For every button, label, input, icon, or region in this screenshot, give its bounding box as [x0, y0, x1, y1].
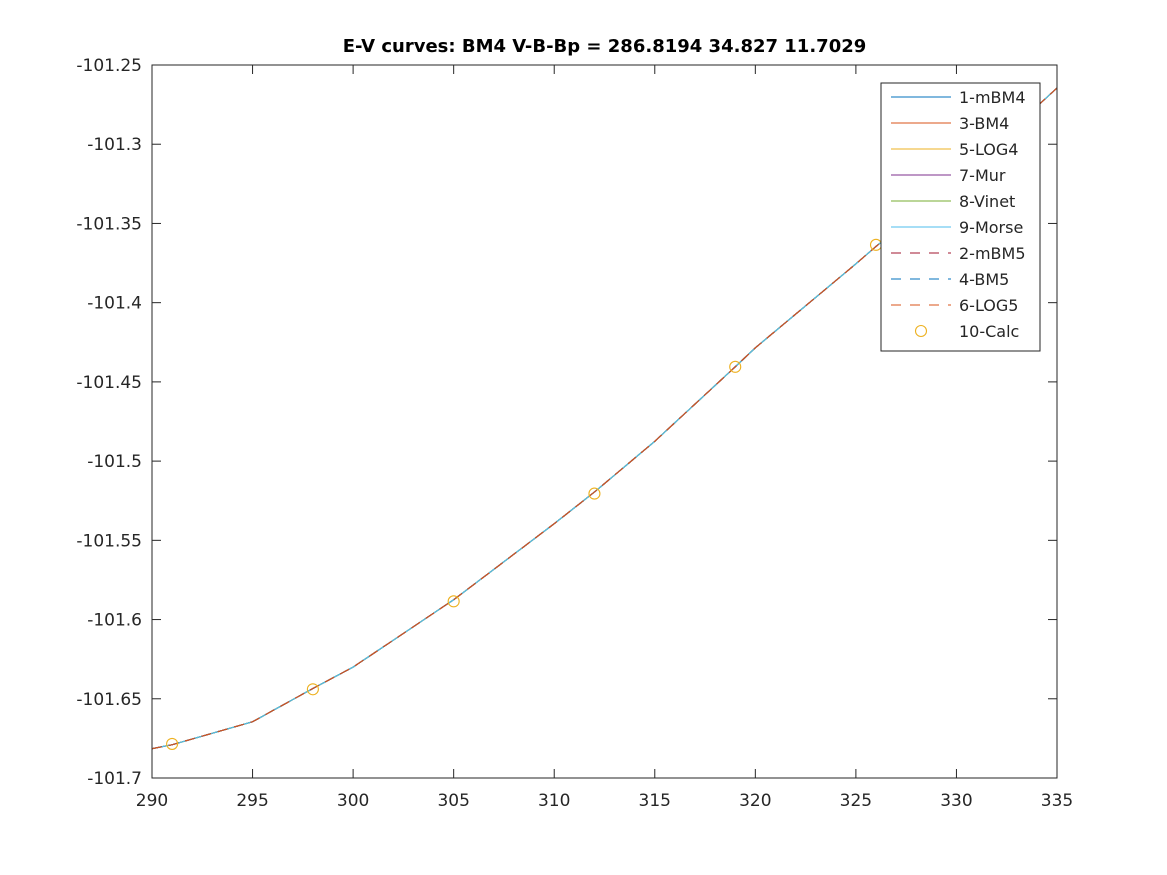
- y-tick-label: -101.55: [76, 531, 142, 551]
- legend: 1-mBM4 3-BM4 5-LOG4 7-Mur 8-Vinet 9-Morse 2-mB…: [880, 82, 1041, 352]
- calc-point: [447, 595, 460, 608]
- y-tick-label: -101.4: [87, 294, 142, 314]
- legend-label: 1-mBM4: [959, 88, 1026, 107]
- y-tick-label: -101.7: [87, 769, 142, 789]
- calc-point: [588, 487, 601, 500]
- x-tick-label: 335: [1041, 791, 1073, 811]
- calc-point: [166, 737, 179, 750]
- x-tick-label: 330: [940, 791, 972, 811]
- legend-label: 2-mBM5: [959, 244, 1026, 263]
- legend-box: [880, 82, 1041, 352]
- legend-label: 7-Mur: [959, 166, 1006, 185]
- x-tick-label: 300: [337, 791, 369, 811]
- x-tick-label: 315: [639, 791, 671, 811]
- legend-label: 4-BM5: [959, 270, 1009, 289]
- axes-box: [151, 64, 1058, 779]
- x-tick-label: 325: [840, 791, 872, 811]
- y-axis: -101.25 -101.3 -101.35 -101.4 -101.45 -101.5 -…: [76, 56, 1057, 789]
- series-line-6-LOG5: [152, 87, 1057, 750]
- x-tick-label: 295: [236, 791, 268, 811]
- y-tick-label: -101.5: [87, 452, 142, 472]
- legend-label: 6-LOG5: [959, 296, 1018, 315]
- x-tick-label: 290: [136, 791, 168, 811]
- x-tick-label: 310: [538, 791, 570, 811]
- y-tick-label: -101.65: [76, 690, 142, 710]
- y-tick-label: -101.3: [87, 135, 142, 155]
- legend-label: 8-Vinet: [959, 192, 1015, 211]
- x-tick-label: 320: [739, 791, 771, 811]
- legend-swatch-10-Calc: [914, 324, 928, 338]
- legend-label: 9-Morse: [959, 218, 1023, 237]
- x-tick-label: 305: [437, 791, 469, 811]
- legend-label: 5-LOG4: [959, 140, 1018, 159]
- y-tick-label: -101.35: [76, 214, 142, 234]
- y-tick-label: -101.6: [87, 611, 142, 631]
- y-tick-label: -101.25: [76, 56, 142, 76]
- calc-point: [306, 683, 319, 696]
- y-tick-label: -101.45: [76, 373, 142, 393]
- legend-label: 10-Calc: [959, 322, 1019, 341]
- x-axis: 290 295 300 305 310 315 320 325 330 335: [136, 65, 1073, 811]
- calc-point: [729, 360, 742, 373]
- chart-title: E-V curves: BM4 V-B-Bp = 286.8194 34.827…: [343, 36, 867, 57]
- legend-label: 3-BM4: [959, 114, 1009, 133]
